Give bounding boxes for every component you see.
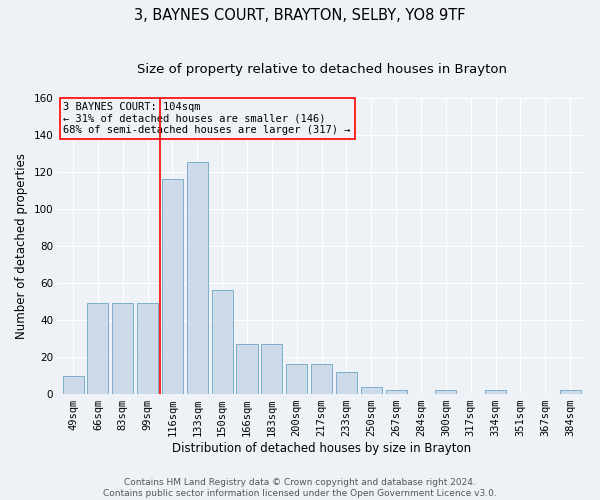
Bar [262, 344, 283, 394]
Bar [187, 162, 208, 394]
Text: 3 BAYNES COURT: 104sqm
← 31% of detached houses are smaller (146)
68% of semi-de: 3 BAYNES COURT: 104sqm ← 31% of detached… [64, 102, 351, 135]
Bar [361, 386, 382, 394]
Bar [137, 304, 158, 394]
Title: Size of property relative to detached houses in Brayton: Size of property relative to detached ho… [137, 62, 506, 76]
Bar [162, 179, 183, 394]
Bar [311, 364, 332, 394]
Bar [212, 290, 233, 394]
Bar [88, 304, 109, 394]
Text: Contains HM Land Registry data © Crown copyright and database right 2024.
Contai: Contains HM Land Registry data © Crown c… [103, 478, 497, 498]
Bar [336, 372, 357, 394]
Bar [236, 344, 257, 394]
Bar [386, 390, 407, 394]
Bar [62, 376, 83, 394]
Bar [435, 390, 457, 394]
Bar [485, 390, 506, 394]
X-axis label: Distribution of detached houses by size in Brayton: Distribution of detached houses by size … [172, 442, 471, 455]
Bar [560, 390, 581, 394]
Text: 3, BAYNES COURT, BRAYTON, SELBY, YO8 9TF: 3, BAYNES COURT, BRAYTON, SELBY, YO8 9TF [134, 8, 466, 22]
Y-axis label: Number of detached properties: Number of detached properties [15, 153, 28, 339]
Bar [112, 304, 133, 394]
Bar [286, 364, 307, 394]
